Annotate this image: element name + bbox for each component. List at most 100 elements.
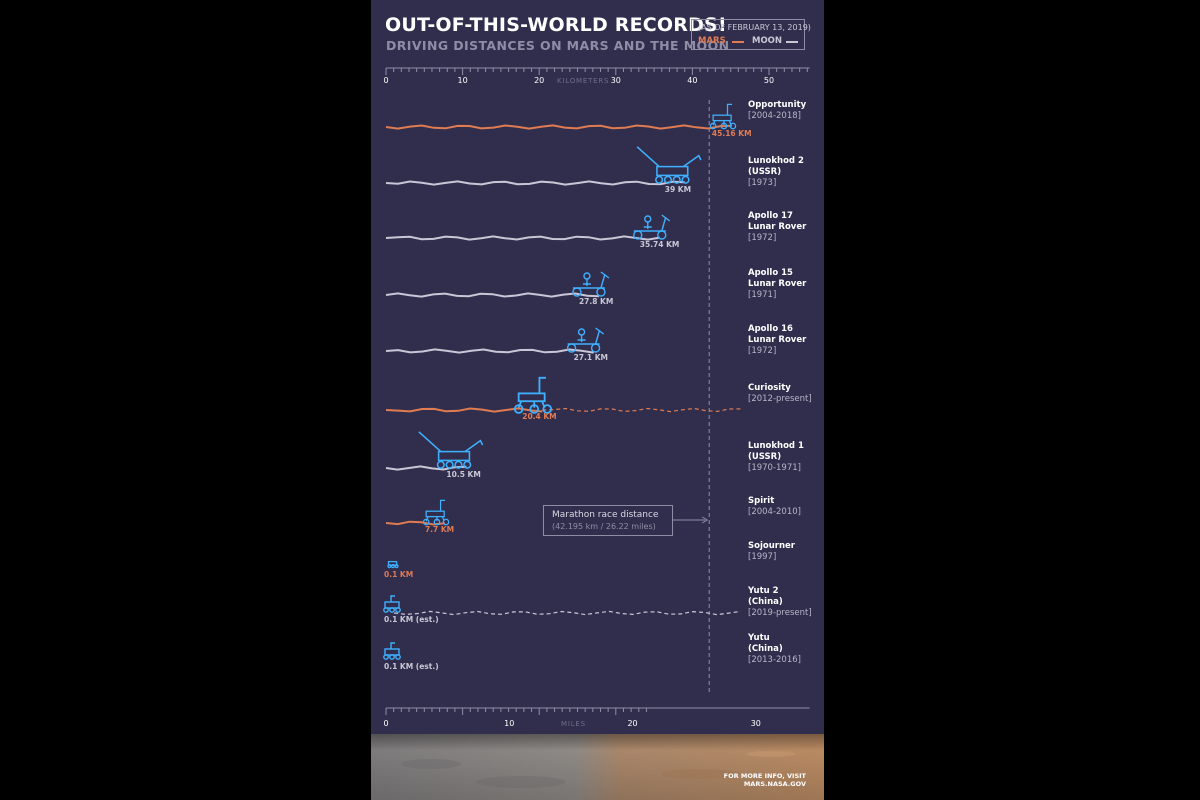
rover-name-line: Lunokhod 2 xyxy=(748,156,804,166)
marathon-title: Marathon race distance xyxy=(552,510,659,520)
marathon-callout: Marathon race distance (42.195 km / 26.2… xyxy=(543,505,673,536)
series-line-moon xyxy=(385,348,594,354)
rover-name: Apollo 15 Lunar Rover xyxy=(748,268,806,290)
rover-name-line: Lunokhod 1 xyxy=(748,441,804,451)
distance-label: 35.74 KM xyxy=(639,240,680,249)
rover-name: Apollo 17 Lunar Rover xyxy=(748,211,806,233)
rover-icon xyxy=(572,271,610,297)
series-line-mars xyxy=(385,124,732,130)
miles-tick-label: 0 xyxy=(383,719,389,728)
rover-years: [2019-present] xyxy=(748,608,812,618)
rover-name-line: Yutu 2 xyxy=(748,586,779,596)
rover-icon xyxy=(633,214,671,240)
km-tick-label: 0 xyxy=(383,76,389,85)
rover-name-line: Lunar Rover xyxy=(748,279,807,289)
footer-url: MARS.NASA.GOV xyxy=(743,780,806,788)
rover-icon xyxy=(513,376,553,414)
rover-name-line: Apollo 17 xyxy=(748,211,793,221)
km-axis-title: KILOMETERS xyxy=(557,77,610,85)
labels-layer: 0 10 20 30 40 50 KILOMETERS 0 10 20 30 MILES 45.16 K… xyxy=(371,0,824,734)
distance-label: 0.1 KM (est.) xyxy=(384,615,439,624)
rover-years: [1972] xyxy=(748,346,777,356)
series-line-moon xyxy=(385,235,660,241)
ongoing-line xyxy=(542,407,741,413)
rover-icon xyxy=(709,103,737,130)
distance-label: 27.1 KM xyxy=(573,353,608,362)
rover-name: Yutu 2 (China) xyxy=(748,586,783,608)
legend-mars-swatch xyxy=(732,41,744,43)
rover-name-line: (China) xyxy=(748,597,783,607)
miles-tick-label: 20 xyxy=(627,719,638,728)
series-line-moon xyxy=(385,180,685,186)
rover-icon xyxy=(383,642,401,660)
legend-mars-label: MARS xyxy=(698,36,726,46)
miles-axis-title: MILES xyxy=(561,720,586,728)
rover-name-line: (USSR) xyxy=(748,167,782,177)
chart-title: OUT-OF-THIS-WORLD RECORDS! xyxy=(385,14,727,36)
rover-name-line: Lunar Rover xyxy=(748,335,807,345)
distance-label: 45.16 KM xyxy=(711,129,752,138)
km-tick-label: 20 xyxy=(534,76,545,85)
rover-name-line: Apollo 16 xyxy=(748,324,793,334)
miles-tick-label: 10 xyxy=(504,719,515,728)
rover-name: Lunokhod 1 (USSR) xyxy=(748,441,804,463)
rover-icon xyxy=(422,499,450,526)
rover-name-line: Sojourner xyxy=(748,541,795,551)
distance-label: 39 KM xyxy=(664,185,692,194)
rover-icon xyxy=(636,146,702,184)
ground-image xyxy=(371,734,824,800)
rover-name: Yutu (China) xyxy=(748,633,783,655)
rover-years: [1971] xyxy=(748,290,777,300)
rover-name: Spirit xyxy=(748,496,774,507)
rover-name-line: Curiosity xyxy=(748,383,791,393)
rover-name-line: Opportunity xyxy=(748,100,807,110)
km-tick-label: 10 xyxy=(457,76,468,85)
rover-years: [2012-present] xyxy=(748,394,812,404)
rover-years: [2004-2010] xyxy=(748,507,801,517)
rover-years: [2013-2016] xyxy=(748,655,801,665)
marathon-arrow xyxy=(701,516,709,524)
series-line-moon xyxy=(385,292,599,298)
rover-name-line: (USSR) xyxy=(748,452,782,462)
rover-name: Sojourner xyxy=(748,541,795,552)
series-line-mars xyxy=(385,407,543,413)
chart-svg xyxy=(383,67,810,715)
rover-icon xyxy=(387,560,399,569)
rover-years: [1997] xyxy=(748,552,777,562)
footer-line-1: FOR MORE INFO, VISIT xyxy=(723,772,806,780)
rover-years: [2004-2018] xyxy=(748,111,801,121)
rover-years: [1972] xyxy=(748,233,777,243)
miles-tick-label: 30 xyxy=(750,719,761,728)
rover-years: [1973] xyxy=(748,178,777,188)
distance-label: 0.1 KM (est.) xyxy=(384,662,439,671)
ongoing-line xyxy=(393,610,741,616)
chart-subtitle: DRIVING DISTANCES ON MARS AND THE MOON xyxy=(386,38,730,53)
rover-name-line: Apollo 15 xyxy=(748,268,793,278)
rover-name: Curiosity xyxy=(748,383,791,394)
legend-date: (AS OF FEBRUARY 13, 2019) xyxy=(698,23,811,32)
rover-icon xyxy=(418,431,484,469)
rover-name-line: Spirit xyxy=(748,496,775,506)
rover-name: Apollo 16 Lunar Rover xyxy=(748,324,806,346)
distance-label: 10.5 KM xyxy=(446,470,481,479)
km-tick-label: 30 xyxy=(610,76,621,85)
rover-icon xyxy=(383,595,401,613)
rover-name-line: Lunar Rover xyxy=(748,222,807,232)
series-line-moon xyxy=(385,465,467,471)
rover-name-line: Yutu xyxy=(748,633,770,643)
distance-label: 0.1 KM xyxy=(384,570,414,579)
km-tick-label: 40 xyxy=(687,76,698,85)
marathon-detail: (42.195 km / 26.22 miles) xyxy=(552,522,656,531)
distance-label: 7.7 KM xyxy=(424,525,455,534)
rover-name-line: (China) xyxy=(748,644,783,654)
legend: (AS OF FEBRUARY 13, 2019) MARS MOON xyxy=(691,19,811,50)
infographic-poster: OUT-OF-THIS-WORLD RECORDS! DRIVING DISTA… xyxy=(371,0,824,800)
legend-moon-label: MOON xyxy=(752,36,783,46)
footer-note: FOR MORE INFO, VISIT MARS.NASA.GOV xyxy=(724,772,806,788)
rover-years: [1970-1971] xyxy=(748,463,801,473)
distance-label: 27.8 KM xyxy=(578,297,614,306)
rover-icon xyxy=(566,327,605,353)
distance-label: 20.4 KM xyxy=(522,412,557,421)
legend-moon-swatch xyxy=(786,41,798,43)
rover-name: Lunokhod 2 (USSR) xyxy=(748,156,804,178)
